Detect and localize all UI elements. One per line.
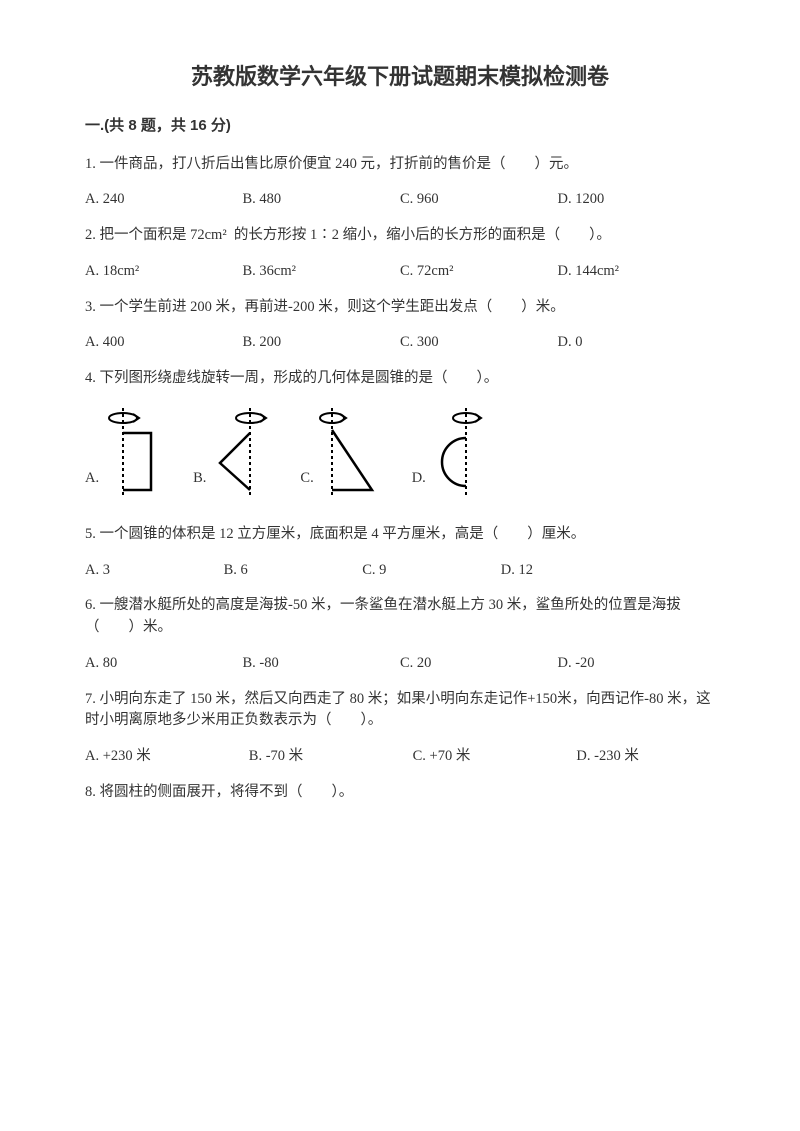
q2-opt-d: D. 144cm² [558, 261, 716, 283]
q7-opt-b: B. -70 米 [249, 746, 413, 768]
q3-opt-c: C. 300 [400, 332, 558, 354]
question-1: 1. 一件商品，打八折后出售比原价便宜 240 元，打折前的售价是（ ）元。 A… [85, 154, 715, 212]
q6-opt-a: A. 80 [85, 653, 243, 675]
q1-text: 1. 一件商品，打八折后出售比原价便宜 240 元，打折前的售价是（ ）元。 [85, 154, 715, 176]
q7-options: A. +230 米 B. -70 米 C. +70 米 D. -230 米 [85, 746, 715, 768]
question-2: 2. 把一个面积是 72cm² 的长方形按 1∶2 缩小，缩小后的长方形的面积是… [85, 225, 715, 283]
q4-fig-b: B. [193, 408, 270, 496]
q6-opt-b: B. -80 [243, 653, 401, 675]
question-5: 5. 一个圆锥的体积是 12 立方厘米，底面积是 4 平方厘米，高是（ ）厘米。… [85, 524, 715, 582]
q5-opt-b: B. 6 [224, 560, 363, 582]
q7-text: 7. 小明向东走了 150 米，然后又向西走了 80 米；如果小明向东走记作+1… [85, 689, 715, 733]
q5-options: A. 3 B. 6 C. 9 D. 12 [85, 560, 715, 582]
q3-opt-b: B. 200 [243, 332, 401, 354]
rotation-figure-a-icon [103, 408, 163, 496]
q4-fig-d: D. [412, 408, 486, 496]
q6-opt-c: C. 20 [400, 653, 558, 675]
q7-opt-c: C. +70 米 [413, 746, 577, 768]
q5-opt-c: C. 9 [362, 560, 501, 582]
q4-opt-a: A. [85, 468, 99, 490]
q6-opt-d: D. -20 [558, 653, 716, 675]
question-6: 6. 一艘潜水艇所处的高度是海拔-50 米，一条鲨鱼在潜水艇上方 30 米，鲨鱼… [85, 595, 715, 674]
q1-opt-c: C. 960 [400, 189, 558, 211]
q6-text: 6. 一艘潜水艇所处的高度是海拔-50 米，一条鲨鱼在潜水艇上方 30 米，鲨鱼… [85, 595, 715, 639]
rotation-figure-c-icon [318, 408, 382, 496]
q2-opt-a: A. 18cm² [85, 261, 243, 283]
question-7: 7. 小明向东走了 150 米，然后又向西走了 80 米；如果小明向东走记作+1… [85, 689, 715, 768]
q2-options: A. 18cm² B. 36cm² C. 72cm² D. 144cm² [85, 261, 715, 283]
q3-opt-d: D. 0 [558, 332, 716, 354]
rotation-figure-d-icon [430, 408, 486, 496]
q3-options: A. 400 B. 200 C. 300 D. 0 [85, 332, 715, 354]
q4-text: 4. 下列图形绕虚线旋转一周，形成的几何体是圆锥的是（ ）。 [85, 368, 715, 390]
q1-opt-a: A. 240 [85, 189, 243, 211]
q7-opt-d: D. -230 米 [576, 746, 715, 768]
q2-opt-c: C. 72cm² [400, 261, 558, 283]
q6-options: A. 80 B. -80 C. 20 D. -20 [85, 653, 715, 675]
q2-opt-b: B. 36cm² [243, 261, 401, 283]
q1-opt-b: B. 480 [243, 189, 401, 211]
q4-opt-b: B. [193, 468, 206, 490]
q7-opt-a: A. +230 米 [85, 746, 249, 768]
q2-text: 2. 把一个面积是 72cm² 的长方形按 1∶2 缩小，缩小后的长方形的面积是… [85, 225, 715, 247]
q5-opt-d: D. 12 [501, 560, 640, 582]
question-4: 4. 下列图形绕虚线旋转一周，形成的几何体是圆锥的是（ ）。 A. B. C. [85, 368, 715, 496]
q4-figures: A. B. C. [85, 408, 715, 496]
page-title: 苏教版数学六年级下册试题期末模拟检测卷 [85, 60, 715, 93]
q4-fig-a: A. [85, 408, 163, 496]
q1-options: A. 240 B. 480 C. 960 D. 1200 [85, 189, 715, 211]
section-header: 一.(共 8 题，共 16 分) [85, 115, 715, 138]
q3-text: 3. 一个学生前进 200 米，再前进-200 米，则这个学生距出发点（ ）米。 [85, 297, 715, 319]
q4-fig-c: C. [300, 408, 381, 496]
q4-opt-d: D. [412, 468, 426, 490]
q5-opt-a: A. 3 [85, 560, 224, 582]
q8-text: 8. 将圆柱的侧面展开，将得不到（ ）。 [85, 782, 715, 804]
rotation-figure-b-icon [210, 408, 270, 496]
q4-opt-c: C. [300, 468, 313, 490]
q3-opt-a: A. 400 [85, 332, 243, 354]
q1-opt-d: D. 1200 [558, 189, 716, 211]
question-3: 3. 一个学生前进 200 米，再前进-200 米，则这个学生距出发点（ ）米。… [85, 297, 715, 355]
q5-text: 5. 一个圆锥的体积是 12 立方厘米，底面积是 4 平方厘米，高是（ ）厘米。 [85, 524, 715, 546]
question-8: 8. 将圆柱的侧面展开，将得不到（ ）。 [85, 782, 715, 804]
